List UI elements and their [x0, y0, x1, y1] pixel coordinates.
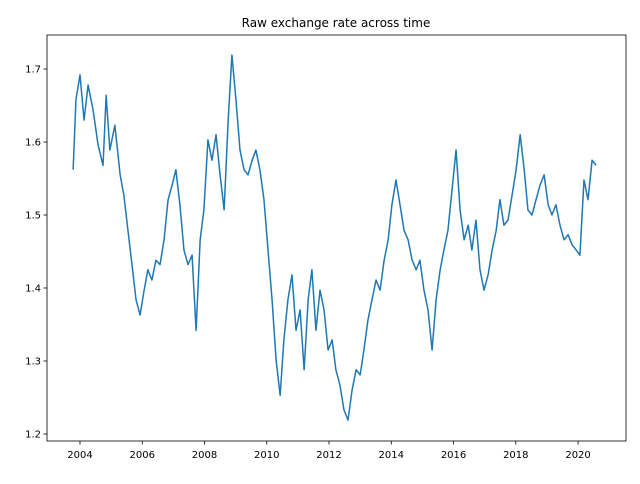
x-tick-label: 2006	[130, 450, 155, 461]
data-line	[72, 54, 597, 421]
x-tick-label: 2014	[379, 450, 404, 461]
y-tick-label: 1.3	[25, 356, 41, 367]
x-tick-label: 2008	[192, 450, 217, 461]
x-tick-label: 2018	[503, 450, 528, 461]
chart-title: Raw exchange rate across time	[242, 16, 431, 30]
x-tick-label: 2010	[254, 450, 279, 461]
y-tick-label: 1.5	[25, 211, 41, 222]
y-tick-label: 1.4	[25, 284, 41, 295]
axes-frame	[46, 34, 627, 442]
x-tick-label: 2016	[441, 450, 466, 461]
x-tick-label: 2012	[316, 450, 341, 461]
y-tick-label: 1.7	[25, 65, 41, 76]
x-tick-label: 2020	[565, 450, 590, 461]
y-tick-label: 1.6	[25, 138, 41, 149]
x-tick-label: 2004	[67, 450, 92, 461]
y-tick-label: 1.2	[25, 429, 41, 440]
